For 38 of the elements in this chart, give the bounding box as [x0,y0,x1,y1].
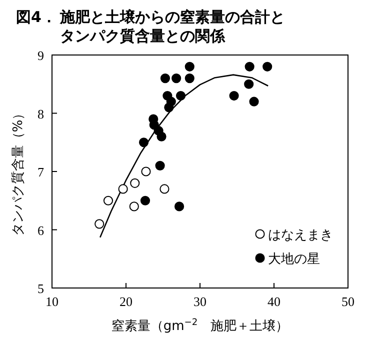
point [160,184,170,194]
y-tick-label: 6 [38,222,44,238]
point [174,202,184,212]
point [176,90,186,101]
point [140,196,150,206]
x-tick-label: 30 [194,294,206,309]
y-tick-label: 9 [38,48,44,63]
point [249,96,259,106]
y-tick-label: 8 [38,106,44,122]
point [141,166,151,176]
point [244,62,254,72]
x-tick-label: 50 [342,294,354,309]
point [162,90,172,101]
y-axis-title: タンパク質含量（%） [11,106,26,236]
point [184,62,194,72]
legend-label: 大地の星 [268,252,320,267]
point [156,132,166,142]
point [244,79,254,89]
point [184,74,194,84]
point [129,202,139,212]
y-tick-label: 7 [38,164,44,180]
point [155,160,165,170]
point [160,74,170,84]
point [118,184,128,194]
legend-label: はなえまき [268,228,333,243]
x-tick-label: 40 [268,294,280,309]
text: 窒素量（gm$^{−2}$ 施肥＋土壌） [111,318,289,334]
point [262,62,272,72]
x-tick-label: 20 [120,294,132,309]
point [103,196,114,206]
x-tick-label: 10 [46,294,58,309]
point [138,138,149,148]
y-tick-label: 5 [38,281,44,296]
point [130,178,140,188]
chart-title: 図4．施肥と土壌からの窒素量の合計とタンパク質含量との関係 [16,8,285,45]
point [229,90,239,101]
point [94,219,104,229]
point [172,74,182,84]
